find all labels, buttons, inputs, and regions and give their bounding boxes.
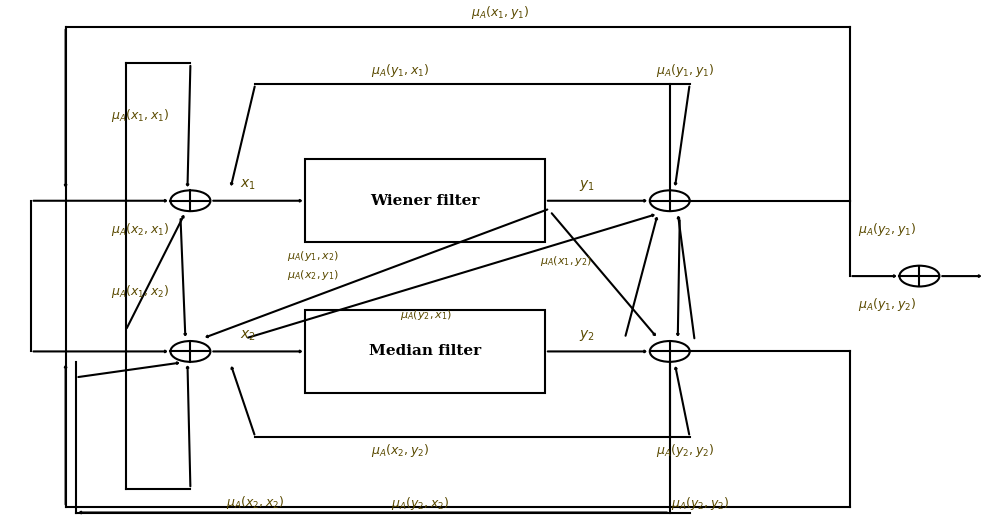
Text: $\mu_A(y_1,y_2)$: $\mu_A(y_1,y_2)$ <box>858 296 916 313</box>
Bar <box>305 159 545 242</box>
Text: $x_2$: $x_2$ <box>240 329 256 343</box>
Text: $x_1$: $x_1$ <box>240 178 256 192</box>
Text: $\mu_A(x_1,y_2)$: $\mu_A(x_1,y_2)$ <box>540 254 592 267</box>
Text: $\mu_A(y_2,x_2)$: $\mu_A(y_2,x_2)$ <box>391 494 449 512</box>
Text: $\mu_A(y_2,y_1)$: $\mu_A(y_2,y_1)$ <box>858 221 916 238</box>
Text: $\mu_A(y_2,y_2)$: $\mu_A(y_2,y_2)$ <box>671 494 729 512</box>
Text: $\mu_A(x_2,y_1)$: $\mu_A(x_2,y_1)$ <box>287 268 339 282</box>
Text: $\mu_A(x_2,x_2)$: $\mu_A(x_2,x_2)$ <box>226 493 284 511</box>
Text: $y_1$: $y_1$ <box>579 178 595 193</box>
Bar <box>305 310 545 393</box>
Text: $\mu_A(y_1,x_2)$: $\mu_A(y_1,x_2)$ <box>287 250 339 263</box>
Text: $\mu_A(x_2,x_1)$: $\mu_A(x_2,x_1)$ <box>111 221 169 238</box>
Text: $\mu_A(x_1,y_1)$: $\mu_A(x_1,y_1)$ <box>471 4 529 21</box>
Text: $\mu_A(x_1,x_1)$: $\mu_A(x_1,x_1)$ <box>111 106 169 123</box>
Text: $\mu_A(x_2,y_2)$: $\mu_A(x_2,y_2)$ <box>371 442 429 458</box>
Text: $\mu_A(y_1,x_1)$: $\mu_A(y_1,x_1)$ <box>371 63 429 79</box>
Text: $\mu_A(y_1,y_1)$: $\mu_A(y_1,y_1)$ <box>656 63 714 79</box>
Text: $\mu_A(y_2,x_1)$: $\mu_A(y_2,x_1)$ <box>400 308 452 322</box>
Text: $\mu_A(x_1,x_2)$: $\mu_A(x_1,x_2)$ <box>111 283 169 300</box>
Text: $y_2$: $y_2$ <box>579 328 595 343</box>
Text: $\mu_A(y_2,y_2)$: $\mu_A(y_2,y_2)$ <box>656 442 714 458</box>
Text: Wiener filter: Wiener filter <box>370 194 480 208</box>
Text: Median filter: Median filter <box>369 344 481 358</box>
